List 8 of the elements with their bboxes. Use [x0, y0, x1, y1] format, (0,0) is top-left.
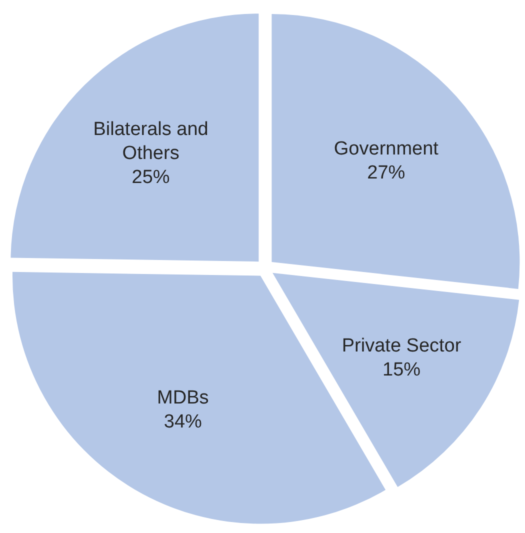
data-label: 25%	[132, 167, 170, 188]
data-label: 15%	[382, 360, 421, 381]
data-label: 34%	[164, 412, 202, 433]
slice-label: Private Sector	[342, 336, 462, 357]
data-label: 27%	[367, 162, 406, 184]
slice-label: MDBs	[157, 388, 209, 409]
slice-label: Government	[334, 138, 440, 160]
slice-label: Bilaterals and Others	[93, 119, 208, 164]
